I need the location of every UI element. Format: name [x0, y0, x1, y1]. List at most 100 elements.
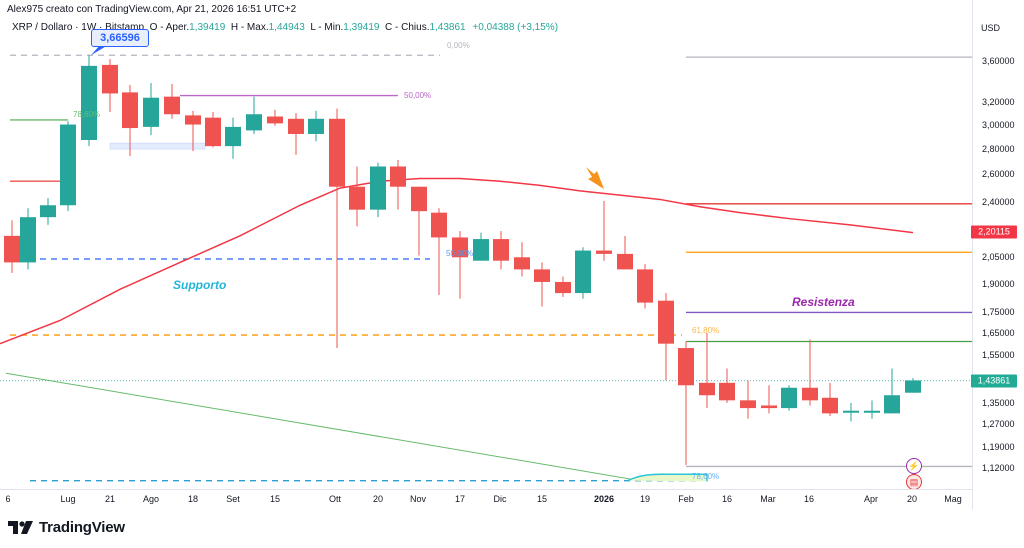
time-label: 19: [639, 494, 651, 504]
candle-body: [555, 281, 571, 294]
candle-body: [370, 166, 386, 210]
symbol-label[interactable]: XRP / Dollaro · 1W · Bitstamp: [12, 22, 145, 33]
candle-body: [40, 205, 56, 218]
price-label: 3,20000: [982, 97, 1015, 108]
candle-body: [164, 96, 180, 115]
candle-body: [390, 166, 406, 187]
candle-body: [658, 300, 674, 344]
candle-body: [678, 348, 694, 386]
candle-body: [143, 97, 159, 127]
fib-curve: [627, 473, 708, 482]
candle-body: [617, 253, 633, 270]
price-label: 2,80000: [982, 143, 1015, 154]
candle-body: [246, 114, 262, 131]
price-label: 1,12000: [982, 463, 1015, 473]
callout-pointer: [91, 45, 108, 56]
candle-body: [473, 239, 489, 261]
candle-body: [60, 124, 76, 206]
time-label: Mag: [944, 494, 962, 504]
time-label: 20: [906, 494, 918, 504]
resistance-annotation: Resistenza: [792, 295, 855, 309]
price-label: 1,55000: [982, 349, 1015, 360]
open-value: 1,39419: [189, 22, 226, 33]
price-label: 1,35000: [982, 397, 1015, 408]
time-label: 16: [721, 494, 733, 504]
fib-0-label: 0,00%: [447, 41, 470, 50]
low-label: L - Min.: [310, 22, 344, 33]
fib-786-bottom-label: 78,60%: [692, 472, 720, 481]
close-value: 1,43861: [429, 22, 466, 33]
chart-credit: Alex975 creato con TradingView.com, Apr …: [7, 4, 297, 15]
candle-body: [822, 397, 838, 414]
candle-body: [719, 382, 735, 401]
candle-body: [493, 239, 509, 261]
time-label: 17: [454, 494, 466, 504]
candle-body: [740, 400, 756, 409]
candle-body: [431, 212, 447, 238]
price-label: 1,90000: [982, 278, 1015, 289]
time-label: 20: [372, 494, 384, 504]
price-label: 1,27000: [982, 419, 1015, 430]
price-label: 2,60000: [982, 169, 1015, 180]
candle-body: [596, 250, 612, 254]
price-label: 1,75000: [982, 307, 1015, 318]
candle-body: [534, 269, 550, 282]
candle-body: [185, 115, 201, 125]
time-label: 18: [187, 494, 199, 504]
candle-body: [81, 65, 97, 140]
candle-body: [225, 126, 241, 147]
candle-body: [288, 118, 304, 134]
support-annotation: Supporto: [173, 278, 227, 292]
candle-body: [452, 237, 468, 258]
tradingview-logo-icon: [8, 520, 33, 534]
time-label: 6: [5, 494, 11, 504]
time-label: Dic: [493, 494, 507, 504]
fib-786-left-label: 78,60%: [73, 110, 101, 119]
candle-body: [781, 387, 797, 409]
tradingview-logo[interactable]: TradingView: [8, 519, 125, 536]
high-price-callout[interactable]: 3,66596: [91, 29, 149, 47]
arrow-annotation-icon: [586, 167, 604, 189]
fib-50-top-label: 50,00%: [404, 91, 432, 100]
candle-body: [864, 410, 880, 413]
time-axis-border: [0, 489, 972, 490]
time-label: Nov: [409, 494, 427, 504]
range-highlight: [109, 142, 206, 150]
candle-body: [102, 64, 118, 94]
time-label: Ago: [142, 494, 160, 504]
fib-618-label: 61,80%: [692, 326, 720, 335]
high-value: 1,44943: [268, 22, 305, 33]
candle-body: [843, 410, 859, 413]
last-price-tag: 1,43861: [971, 374, 1017, 388]
candle-body: [761, 405, 777, 409]
candle-body: [349, 186, 365, 210]
candle-body: [329, 118, 345, 187]
brand-name: TradingView: [39, 519, 125, 536]
currency-label[interactable]: USD: [981, 23, 1001, 33]
time-label: Feb: [678, 494, 694, 504]
time-label: Mar: [760, 494, 776, 504]
price-label: 3,60000: [982, 56, 1015, 66]
us-flag-event-icon[interactable]: ▤: [906, 474, 922, 490]
moving-average-line: [0, 177, 914, 345]
candle-body: [905, 380, 921, 393]
time-label: Apr: [863, 494, 879, 504]
close-label: C - Chius.: [385, 22, 430, 33]
ohlc-legend: XRP / Dollaro · 1W · Bitstamp O - Aper.1…: [12, 22, 558, 33]
time-label: Lug: [60, 494, 76, 504]
time-label: Set: [226, 494, 240, 504]
price-label: 2,40000: [982, 197, 1015, 208]
candle-body: [575, 250, 591, 294]
time-label: 2026: [593, 494, 615, 504]
open-label: O - Aper.: [149, 22, 190, 33]
change-value: +0,04388 (+3,15%): [472, 22, 559, 33]
lightning-event-icon[interactable]: ⚡: [906, 458, 922, 474]
candle-body: [802, 387, 818, 401]
candle-body: [884, 395, 900, 414]
price-axis-border: [972, 0, 973, 510]
price-label: 3,00000: [982, 119, 1015, 130]
candle-body: [699, 382, 715, 396]
time-label: 16: [803, 494, 815, 504]
price-label: 1,19000: [982, 441, 1015, 452]
